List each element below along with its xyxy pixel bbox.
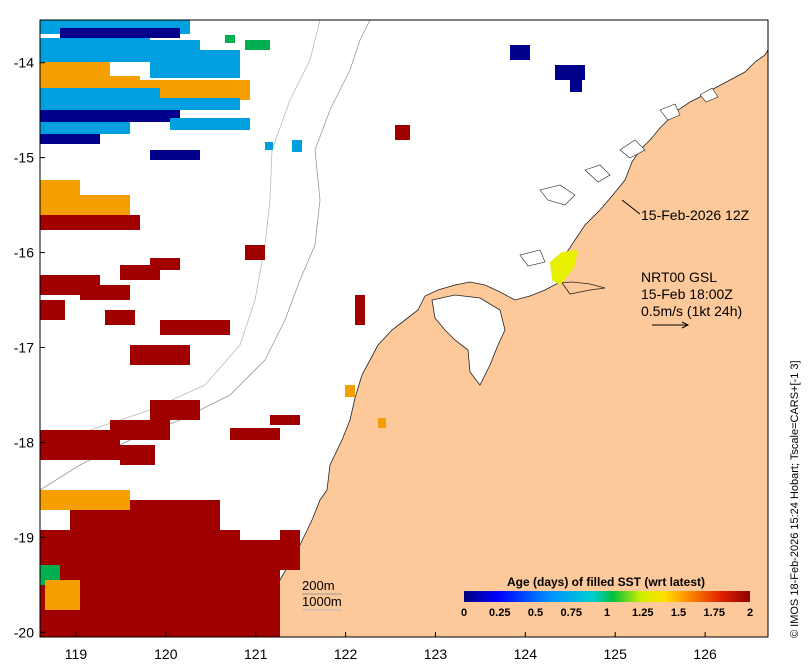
sst-patches [40,20,585,230]
plot-frame [39,19,769,638]
colorbar-tick-0.75: 0.75 [561,607,582,619]
lon-tick-label-120: 120 [154,646,178,662]
lon-tick-label-122: 122 [334,646,358,662]
vector-scale-arrowhead [681,321,690,329]
colorbar-tick-0: 0 [461,607,467,619]
bathymetry-1000m [40,20,321,456]
colorbar-tick-1.5: 1.5 [671,607,686,619]
colorbar-ramp [464,591,750,602]
colorbar-tick-1.25: 1.25 [632,607,653,619]
credit-text: © IMOS 18-Feb-2026 15:24 Hobart; Tscale=… [789,360,801,638]
map-plot-area [40,20,768,637]
timestamp-pointer [621,199,641,215]
lon-tick-label-125: 125 [604,646,628,662]
lon-tick-label-121: 121 [244,646,268,662]
colorbar-ticks: 0 0.25 0.5 0.75 1 1.25 1.5 1.75 2 [461,607,753,619]
lat-tick-label--19: -19 [14,529,34,545]
contour-1000m-label: 1000m [302,594,342,609]
lat-tick-label--16: -16 [14,245,34,261]
coastal-islands [519,87,719,267]
latitude-axis: -14 -15 -16 -17 -18 -19 -20 [14,55,45,640]
sst-coastal-patch [550,250,578,285]
longitude-axis: 119 120 121 122 123 124 125 126 [65,632,717,662]
colorbar-tick-0.5: 0.5 [528,607,543,619]
lat-tick-label--18: -18 [14,434,34,450]
colorbar-tick-1: 1 [604,607,610,619]
colorbar-title: Age (days) of filled SST (wrt latest) [507,575,705,589]
colorbar-tick-1.75: 1.75 [704,607,725,619]
lat-tick-label--17: -17 [14,339,34,355]
sst-patches-south-misc [40,385,386,610]
lat-tick-label--20: -20 [14,624,34,640]
contour-200m-label: 200m [302,578,335,593]
lon-tick-label-124: 124 [514,646,538,662]
product-label: NRT00 GSL [641,269,717,285]
colorbar-tick-2: 2 [747,607,753,619]
lat-tick-label--14: -14 [14,55,34,71]
king-sound-inlet [431,294,506,386]
valid-time-label: 15-Feb 18:00Z [641,286,733,302]
vector-scale-label: 0.5m/s (1kt 24h) [641,303,742,319]
lat-tick-label--15: -15 [14,150,34,166]
product-annotation: NRT00 GSL 15-Feb 18:00Z 0.5m/s (1kt 24h) [641,269,742,329]
lon-tick-label-126: 126 [693,646,717,662]
lon-tick-label-123: 123 [424,646,448,662]
timestamp-annotation: 15-Feb-2026 12Z [621,199,750,223]
timestamp-label: 15-Feb-2026 12Z [641,207,750,223]
contour-legend: 200m 1000m [302,578,342,611]
colorbar-tick-0.25: 0.25 [489,607,510,619]
lon-tick-label-119: 119 [65,646,88,662]
